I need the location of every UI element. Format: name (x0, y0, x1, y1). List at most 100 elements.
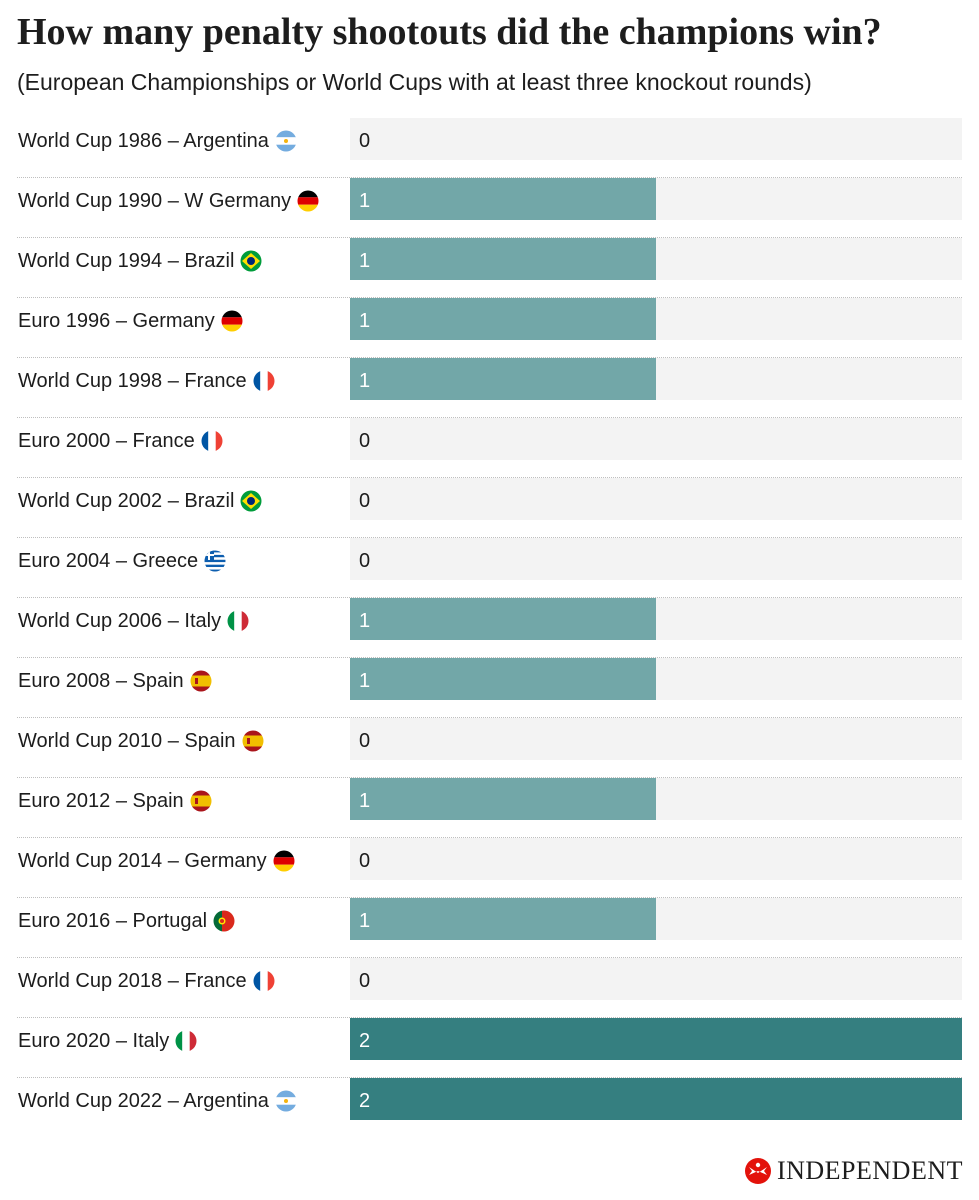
category-label: World Cup 2010 – Spain (18, 718, 264, 764)
chart-row: World Cup 2010 – Spain 0 (0, 718, 979, 778)
spain-flag-icon (190, 790, 212, 812)
row-divider (17, 717, 962, 718)
chart-row: Euro 2012 – Spain 1 (0, 778, 979, 838)
row-divider (17, 897, 962, 898)
germany-flag-icon (273, 850, 295, 872)
bar-track: 0 (350, 538, 962, 580)
data-label: 2 (359, 1089, 371, 1112)
greece-flag-icon (204, 550, 226, 572)
chart-row: World Cup 1994 – Brazil 1 (0, 238, 979, 298)
germany-flag-icon (221, 310, 243, 332)
bar-track: 1 (350, 238, 962, 280)
germany-flag-icon (297, 190, 319, 212)
chart-row: World Cup 1990 – W Germany 1 (0, 178, 979, 238)
category-label: World Cup 2002 – Brazil (18, 478, 262, 524)
brazil-flag-icon (240, 490, 262, 512)
bar (350, 598, 656, 640)
row-divider (17, 237, 962, 238)
category-label: World Cup 2006 – Italy (18, 598, 249, 644)
data-label: 1 (359, 789, 371, 812)
data-label: 2 (359, 1029, 371, 1052)
bar-track: 1 (350, 598, 962, 640)
chart-row: Euro 2004 – Greece 0 (0, 538, 979, 598)
chart-row: World Cup 2022 – Argentina 2 (0, 1078, 979, 1138)
data-label: 1 (359, 369, 371, 392)
spain-flag-icon (190, 670, 212, 692)
bar (350, 238, 656, 280)
category-label: Euro 2012 – Spain (18, 778, 212, 824)
chart-subtitle: (European Championships or World Cups wi… (17, 69, 812, 95)
bar-track: 1 (350, 898, 962, 940)
data-label: 1 (359, 189, 371, 212)
category-label: World Cup 2018 – France (18, 958, 275, 1004)
category-label: Euro 2008 – Spain (18, 658, 212, 704)
category-label-text: World Cup 1994 – Brazil (18, 249, 235, 272)
argentina-flag-icon (275, 1090, 297, 1112)
chart-row: World Cup 2006 – Italy 1 (0, 598, 979, 658)
row-divider (17, 297, 962, 298)
category-label-text: World Cup 2014 – Germany (18, 849, 267, 872)
data-label: 1 (359, 909, 371, 932)
bar-track: 1 (350, 178, 962, 220)
row-divider (17, 1077, 962, 1078)
category-label: World Cup 1986 – Argentina (18, 118, 297, 164)
spain-flag-icon (242, 730, 264, 752)
row-divider (17, 357, 962, 358)
category-label-text: World Cup 2010 – Spain (18, 729, 236, 752)
argentina-flag-icon (275, 130, 297, 152)
bar (350, 358, 656, 400)
category-label: Euro 2020 – Italy (18, 1018, 197, 1064)
category-label: World Cup 1994 – Brazil (18, 238, 262, 284)
category-label-text: Euro 1996 – Germany (18, 309, 215, 332)
bar-track: 1 (350, 778, 962, 820)
france-flag-icon (253, 970, 275, 992)
bar-track: 2 (350, 1018, 962, 1060)
data-label: 1 (359, 669, 371, 692)
category-label: Euro 2004 – Greece (18, 538, 226, 584)
category-label-text: Euro 2020 – Italy (18, 1029, 170, 1052)
italy-flag-icon (227, 610, 249, 632)
row-divider (17, 597, 962, 598)
data-label: 0 (359, 549, 371, 572)
category-label: World Cup 1998 – France (18, 358, 275, 404)
chart-row: Euro 2016 – Portugal 1 (0, 898, 979, 958)
bar (350, 1018, 962, 1060)
row-divider (17, 777, 962, 778)
category-label-text: Euro 2004 – Greece (18, 549, 199, 572)
category-label-text: World Cup 2018 – France (18, 969, 247, 992)
category-label-text: World Cup 2022 – Argentina (18, 1089, 269, 1112)
brazil-flag-icon (240, 250, 262, 272)
france-flag-icon (253, 370, 275, 392)
category-label: World Cup 1990 – W Germany (18, 178, 319, 224)
row-divider (17, 1017, 962, 1018)
chart-row: World Cup 2018 – France 0 (0, 958, 979, 1018)
chart-title: How many penalty shootouts did the champ… (17, 11, 882, 53)
category-label: World Cup 2022 – Argentina (18, 1078, 297, 1124)
independent-logo: INDEPENDENT (743, 1156, 963, 1186)
chart-row: Euro 1996 – Germany 1 (0, 298, 979, 358)
data-label: 1 (359, 609, 371, 632)
data-label: 0 (359, 129, 371, 152)
row-divider (17, 177, 962, 178)
italy-flag-icon (175, 1030, 197, 1052)
data-label: 0 (359, 969, 371, 992)
portugal-flag-icon (213, 910, 235, 932)
data-label: 0 (359, 429, 371, 452)
bar-track: 0 (350, 958, 962, 1000)
bar-track: 0 (350, 838, 962, 880)
category-label-text: World Cup 1990 – W Germany (18, 189, 292, 212)
chart-row: Euro 2008 – Spain 1 (0, 658, 979, 718)
category-label: Euro 1996 – Germany (18, 298, 243, 344)
category-label: Euro 2016 – Portugal (18, 898, 235, 944)
france-flag-icon (201, 430, 223, 452)
row-divider (17, 837, 962, 838)
bar (350, 178, 656, 220)
data-label: 1 (359, 249, 371, 272)
row-divider (17, 417, 962, 418)
row-divider (17, 477, 962, 478)
brand-name: INDEPENDENT (776, 1156, 963, 1185)
bar (350, 658, 656, 700)
category-label: World Cup 2014 – Germany (18, 838, 295, 884)
category-label-text: World Cup 2006 – Italy (18, 609, 222, 632)
